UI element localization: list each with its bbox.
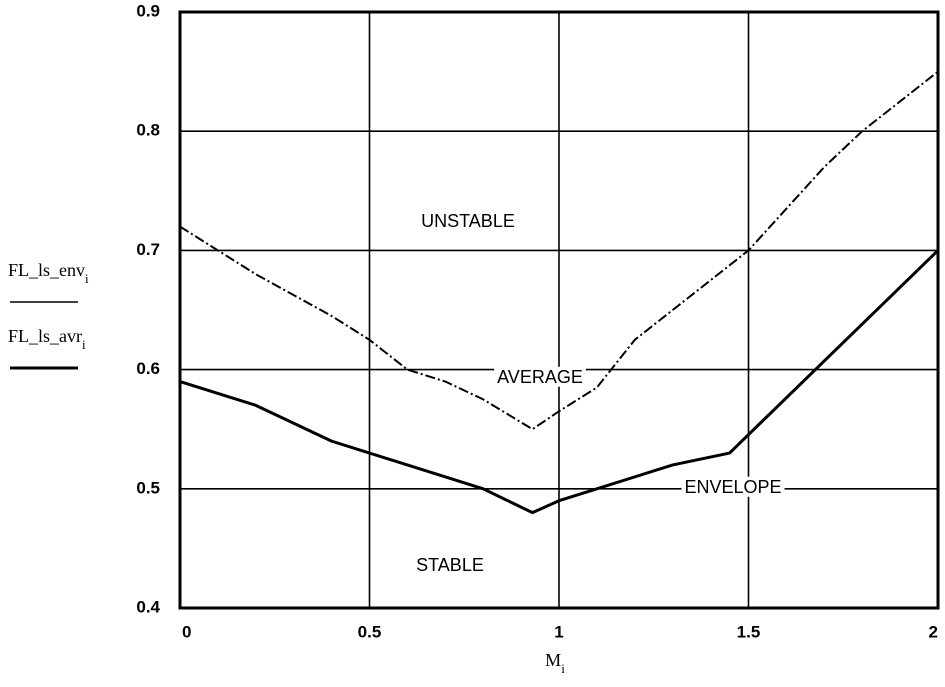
annotation-background (494, 366, 586, 387)
annotation: UNSTABLE (421, 211, 515, 231)
x-tick-label: 0 (182, 622, 191, 641)
y-tick-label: 0.7 (136, 240, 160, 259)
x-label-subscript: i (561, 661, 565, 676)
x-tick-label: 1.5 (737, 622, 761, 641)
annotation: AVERAGE (497, 367, 583, 387)
legend-label: FL_ls_envi (8, 260, 89, 286)
series-line (179, 70, 939, 431)
legend-subscript: i (82, 337, 86, 352)
legend-name: FL_ls_env (8, 260, 85, 280)
y-tick-label: 0.8 (136, 121, 160, 140)
series-line (179, 249, 940, 515)
y-tick-label: 0.6 (136, 359, 160, 378)
y-tick-label: 0.5 (136, 478, 160, 497)
x-label-main: M (545, 650, 561, 670)
annotation-background (418, 210, 518, 231)
legend-label: FL_ls_avri (8, 326, 86, 352)
x-tick-label: 2 (929, 622, 938, 641)
y-tick-label: 0.4 (136, 597, 160, 616)
x-axis-label: Mi (545, 650, 565, 676)
legend-subscript: i (85, 271, 89, 286)
x-tick-label: 1 (554, 622, 563, 641)
x-tick-label: 0.5 (358, 622, 382, 641)
y-tick-label: 0.9 (136, 1, 160, 20)
legend-name: FL_ls_avr (8, 326, 82, 346)
annotation: STABLE (416, 555, 484, 575)
annotation-background (413, 554, 487, 575)
annotation: ENVELOPE (684, 477, 781, 497)
plot-frame (178, 10, 940, 610)
annotation-background (681, 476, 785, 497)
